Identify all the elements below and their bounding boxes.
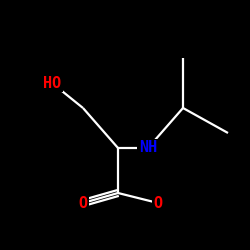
Text: O: O bbox=[78, 196, 88, 210]
Text: NH: NH bbox=[139, 140, 157, 156]
Text: HO: HO bbox=[43, 76, 61, 90]
Text: O: O bbox=[154, 196, 162, 210]
